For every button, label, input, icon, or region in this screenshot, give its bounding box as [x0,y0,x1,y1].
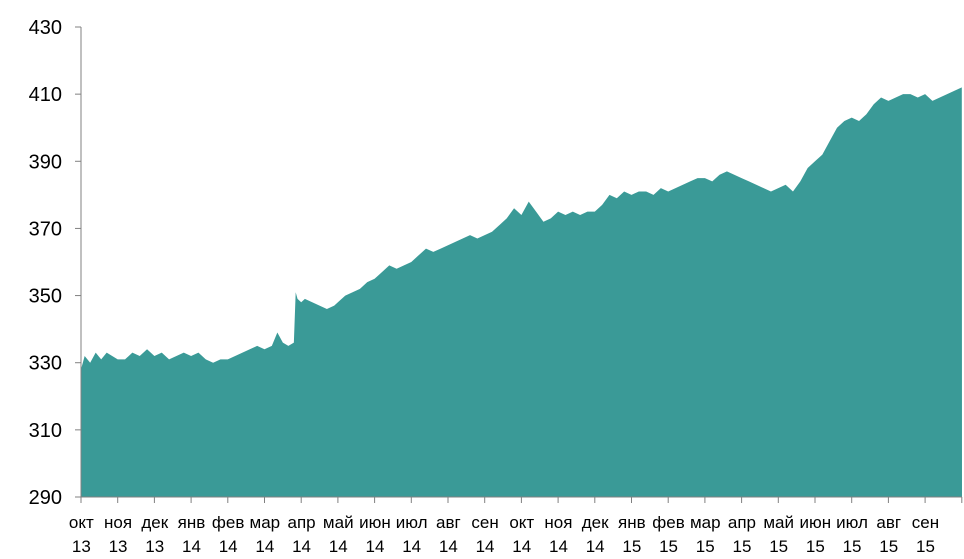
x-tick-label-month: авг [876,513,901,532]
x-tick-label-year: 13 [145,537,164,556]
y-tick-label: 350 [29,286,62,308]
x-tick-label-month: май [323,513,354,532]
x-tick-label-year: 15 [659,537,678,556]
x-tick-label-month: апр [728,513,756,532]
x-tick-label-month: окт [69,513,94,532]
x-tick-label-year: 14 [255,537,274,556]
x-tick-label-month: дек [141,513,168,532]
x-tick-label-month: окт [509,513,534,532]
x-tick-label-year: 15 [732,537,751,556]
x-tick-label-month: янв [618,513,646,532]
x-tick-label-year: 15 [622,537,641,556]
x-tick-label-year: 15 [843,537,862,556]
x-tick-label-month: сен [912,513,939,532]
x-tick-label-year: 14 [365,537,384,556]
y-tick-label: 290 [29,487,62,509]
y-tick-label: 310 [29,420,62,442]
x-tick-label-month: июл [836,513,868,532]
x-tick-label-month: мар [250,513,281,532]
x-tick-label-year: 14 [586,537,605,556]
x-tick-label-year: 15 [916,537,935,556]
x-axis-ticks: окт 13 ноя 13 дек 13 янв 14 фев 14 мар 14 апр 14 май 14… [69,497,963,556]
x-tick-label-year: 15 [879,537,898,556]
x-tick-label-month: июл [396,513,428,532]
x-tick-label-month: дек [582,513,609,532]
y-axis-ticks: 290 310 330 350 370 390 410 430 [29,17,81,509]
x-tick-label-year: 14 [329,537,348,556]
x-tick-label-month: сен [471,513,498,532]
x-tick-label-year: 14 [476,537,495,556]
x-tick-label-year: 14 [512,537,531,556]
x-tick-label-year: 14 [402,537,421,556]
x-tick-label-month: июн [800,513,832,532]
series-area [81,87,962,498]
x-tick-label-month: апр [287,513,315,532]
x-tick-label-month: авг [436,513,461,532]
x-tick-label-year: 15 [769,537,788,556]
x-tick-label-year: 14 [219,537,238,556]
x-tick-label-year: 15 [806,537,825,556]
y-tick-label: 410 [29,84,62,106]
y-tick-label: 430 [29,17,62,39]
x-tick-label-month: фев [212,513,244,532]
y-tick-label: 390 [29,151,62,173]
x-tick-label-year: 13 [72,537,91,556]
y-tick-label: 370 [29,218,62,240]
x-tick-label-month: май [763,513,794,532]
x-tick-label-month: июн [359,513,391,532]
x-tick-label-month: ноя [544,513,572,532]
plot-area [81,87,962,498]
x-tick-label-year: 14 [182,537,201,556]
x-tick-label-year: 14 [439,537,458,556]
x-tick-label-year: 15 [696,537,715,556]
x-tick-label-year: 14 [292,537,311,556]
x-tick-label-month: ноя [104,513,132,532]
x-tick-label-month: фев [652,513,684,532]
y-tick-label: 330 [29,353,62,375]
x-tick-label-year: 13 [109,537,128,556]
x-tick-label-month: янв [178,513,206,532]
x-tick-label-month: мар [690,513,721,532]
x-tick-label-year: 14 [549,537,568,556]
